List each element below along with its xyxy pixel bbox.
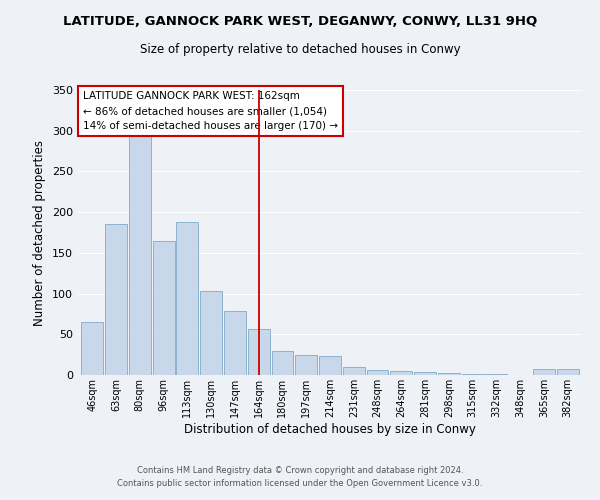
Bar <box>319 356 341 375</box>
Y-axis label: Number of detached properties: Number of detached properties <box>34 140 46 326</box>
Bar <box>82 322 103 375</box>
Bar <box>462 374 484 375</box>
Bar <box>533 370 555 375</box>
Bar <box>367 370 388 375</box>
Bar <box>152 242 175 375</box>
Text: Contains HM Land Registry data © Crown copyright and database right 2024.
Contai: Contains HM Land Registry data © Crown c… <box>118 466 482 487</box>
X-axis label: Distribution of detached houses by size in Conwy: Distribution of detached houses by size … <box>184 422 476 436</box>
Bar <box>129 136 151 375</box>
Bar <box>272 350 293 375</box>
Bar <box>557 370 578 375</box>
Bar <box>414 372 436 375</box>
Bar <box>105 224 127 375</box>
Bar <box>200 291 222 375</box>
Text: LATITUDE GANNOCK PARK WEST: 162sqm
← 86% of detached houses are smaller (1,054)
: LATITUDE GANNOCK PARK WEST: 162sqm ← 86%… <box>83 92 338 131</box>
Bar <box>485 374 508 375</box>
Bar <box>224 312 246 375</box>
Bar <box>176 222 198 375</box>
Bar <box>248 328 269 375</box>
Text: LATITUDE, GANNOCK PARK WEST, DEGANWY, CONWY, LL31 9HQ: LATITUDE, GANNOCK PARK WEST, DEGANWY, CO… <box>63 15 537 28</box>
Bar <box>295 356 317 375</box>
Bar <box>438 374 460 375</box>
Bar <box>391 371 412 375</box>
Bar <box>343 367 365 375</box>
Text: Size of property relative to detached houses in Conwy: Size of property relative to detached ho… <box>140 42 460 56</box>
